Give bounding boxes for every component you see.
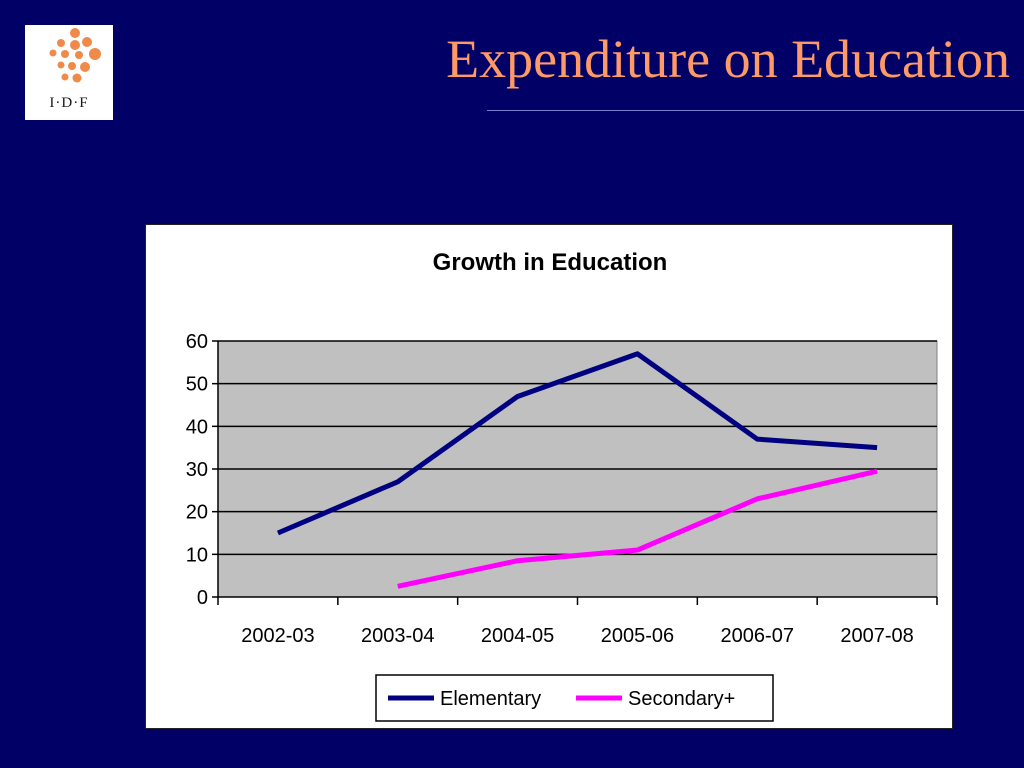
series-line-secondary (397, 468, 878, 589)
x-axis-ticks: 2002-03 2003-04 2004-05 2005-06 2006-07 2007-… (217, 597, 938, 647)
series-line-elementary (276, 351, 878, 536)
y-tick-label: 10 (186, 544, 208, 566)
x-tick-label: 2004-05 (481, 625, 554, 647)
x-tick-label: 2005-06 (601, 625, 674, 647)
legend-label: Secondary+ (628, 688, 735, 710)
legend-box (375, 674, 774, 722)
legend: Elementary Secondary+ (375, 674, 774, 722)
x-tick-label: 2002-03 (241, 625, 314, 647)
x-tick-label: 2006-07 (721, 625, 794, 647)
logo-text: I·D·F (49, 95, 89, 111)
gridlines (218, 340, 937, 556)
series-lines (276, 351, 878, 589)
y-tick-label: 0 (197, 587, 208, 609)
slide-title: Expenditure on Education (446, 29, 1010, 89)
y-tick-label: 50 (186, 374, 208, 396)
x-tick-label: 2007-08 (840, 625, 913, 647)
y-tick-label: 40 (186, 416, 208, 438)
y-tick-label: 60 (186, 331, 208, 353)
y-tick-label: 30 (186, 459, 208, 481)
title-divider (487, 110, 1024, 111)
logo-dots-icon (49, 28, 101, 83)
idf-logo: I·D·F (25, 25, 113, 120)
x-tick-label: 2003-04 (361, 625, 434, 647)
y-axis-ticks: 0 10 20 30 40 50 60 (186, 331, 218, 609)
chart-container: Growth in Education 0 10 20 30 40 50 60 2002-0… (145, 224, 953, 729)
line-chart: Growth in Education 0 10 20 30 40 50 60 2002-0… (186, 249, 938, 722)
y-tick-label: 20 (186, 502, 208, 524)
legend-label: Elementary (440, 688, 541, 710)
chart-title: Growth in Education (433, 249, 668, 276)
